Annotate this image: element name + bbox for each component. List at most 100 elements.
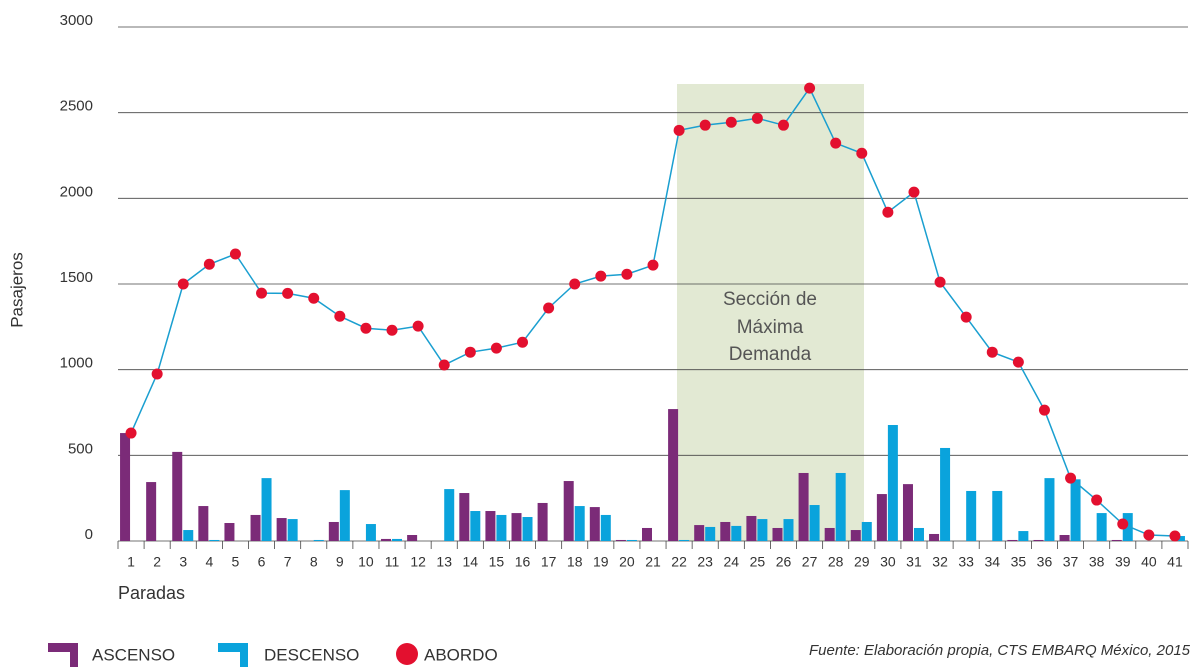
- point: [1169, 530, 1181, 542]
- bar: [772, 527, 783, 541]
- x-tick-label: 12: [410, 554, 426, 570]
- bar: [1096, 513, 1107, 541]
- y-tick-label: 2000: [60, 183, 93, 200]
- x-tick-label: 25: [750, 554, 766, 570]
- bar: [407, 535, 418, 541]
- bar: [172, 451, 183, 541]
- x-tick-label: 34: [984, 554, 1000, 570]
- bar: [485, 511, 496, 541]
- bar: [913, 527, 924, 541]
- bar: [470, 511, 481, 541]
- highlight-region: [677, 84, 864, 541]
- source: Fuente: Elaboración propia, CTS EMBARQ M…: [809, 642, 1191, 659]
- point: [882, 206, 894, 218]
- x-tick-label: 18: [567, 554, 583, 570]
- point: [751, 112, 763, 124]
- legend-label: DESCENSO: [264, 645, 359, 664]
- point: [1065, 472, 1077, 484]
- x-tick-label: 30: [880, 554, 896, 570]
- y-tick-label: 500: [68, 440, 93, 457]
- x-tick-label: 7: [284, 554, 292, 570]
- bar: [392, 538, 403, 541]
- bar: [887, 425, 898, 541]
- point: [334, 310, 346, 322]
- bar: [850, 530, 861, 541]
- bar: [1070, 479, 1081, 541]
- x-tick-label: 24: [724, 554, 740, 570]
- point: [960, 311, 972, 323]
- x-tick-label: 33: [958, 554, 974, 570]
- point: [699, 119, 711, 131]
- legend-swatch: [218, 643, 248, 667]
- point: [517, 336, 529, 348]
- y-tick-label: 2500: [60, 98, 93, 115]
- bar: [902, 484, 913, 541]
- annotation: Máxima: [737, 317, 804, 338]
- bar: [600, 514, 611, 541]
- x-tick-label: 35: [1011, 554, 1027, 570]
- bar: [589, 507, 600, 541]
- point: [464, 346, 476, 358]
- annotation: Sección de: [723, 289, 817, 310]
- point: [777, 119, 789, 131]
- point: [725, 116, 737, 128]
- bar: [313, 539, 324, 541]
- legend-swatch: [396, 643, 418, 665]
- bar: [929, 533, 940, 541]
- point: [177, 278, 189, 290]
- legend-label: ASCENSO: [92, 645, 175, 664]
- bar: [642, 527, 652, 541]
- x-tick-label: 14: [463, 554, 479, 570]
- point: [647, 259, 659, 271]
- x-tick-label: 21: [645, 554, 661, 570]
- bar: [861, 521, 872, 541]
- bar: [783, 519, 794, 541]
- point: [986, 346, 998, 358]
- point: [229, 248, 241, 260]
- bar: [120, 433, 131, 541]
- bar: [261, 478, 272, 541]
- point: [308, 292, 320, 304]
- bar: [824, 527, 835, 541]
- point: [621, 268, 633, 280]
- x-tick-label: 4: [205, 554, 213, 570]
- x-tick-label: 38: [1089, 554, 1105, 570]
- x-tick-label: 20: [619, 554, 635, 570]
- x-tick-label: 10: [358, 554, 374, 570]
- legend-swatch: [48, 643, 78, 667]
- point: [595, 270, 607, 282]
- x-tick-label: 31: [906, 554, 922, 570]
- x-tick-label: 27: [802, 554, 818, 570]
- x-tick-label: 15: [489, 554, 505, 570]
- legend-label: ABORDO: [424, 645, 498, 664]
- point: [856, 147, 868, 159]
- x-tick-label: 17: [541, 554, 557, 570]
- y-tick-label: 1000: [60, 355, 93, 372]
- x-tick-label: 40: [1141, 554, 1157, 570]
- bar: [339, 490, 350, 541]
- point: [934, 276, 946, 288]
- point: [490, 342, 502, 354]
- bar: [1018, 531, 1029, 541]
- bar: [798, 472, 809, 541]
- bar: [198, 506, 209, 541]
- point: [203, 258, 215, 270]
- legend: ASCENSO DESCENSO ABORDO: [48, 643, 498, 667]
- x-tick-label: 1: [127, 554, 135, 570]
- bar: [1059, 535, 1070, 541]
- x-tick-label: 22: [671, 554, 687, 570]
- point: [830, 137, 842, 149]
- bar: [835, 472, 846, 541]
- x-axis-label: Paradas: [118, 583, 185, 603]
- bar: [511, 513, 522, 541]
- y-tick-label: 0: [85, 526, 93, 543]
- x-tick-label: 16: [515, 554, 531, 570]
- bar: [705, 526, 716, 541]
- bar: [876, 494, 887, 541]
- y-tick-label: 1500: [60, 269, 93, 286]
- annotation: Demanda: [729, 344, 812, 365]
- point: [569, 278, 581, 290]
- bar: [365, 524, 376, 541]
- bar: [694, 525, 705, 541]
